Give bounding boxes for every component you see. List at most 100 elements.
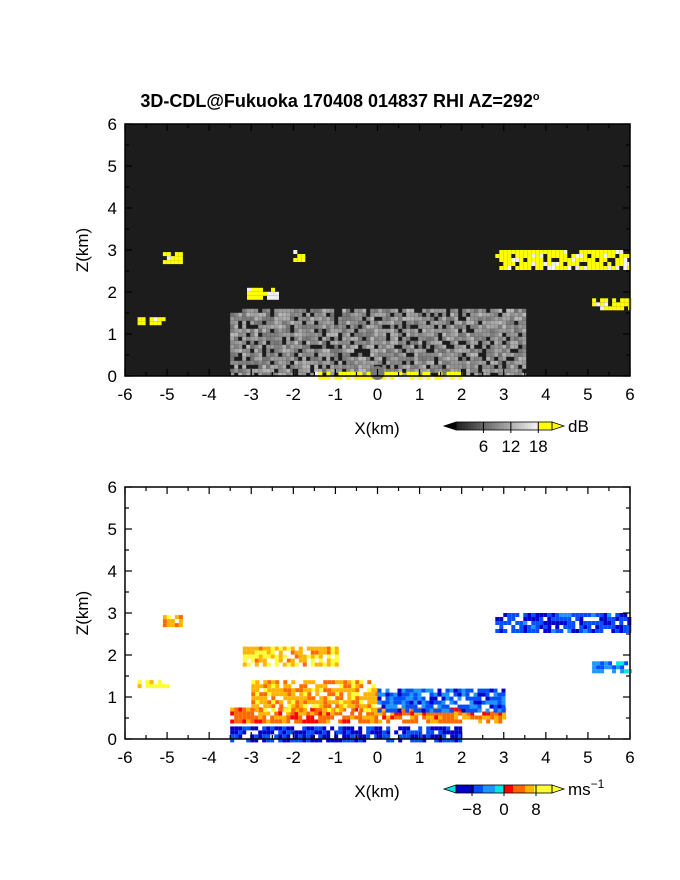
reflectivity-cell — [422, 316, 427, 321]
reflectivity-cell — [346, 360, 351, 365]
reflectivity-cell — [599, 250, 604, 254]
reflectivity-cell — [486, 324, 491, 329]
reflectivity-cell — [334, 356, 339, 361]
reflectivity-cell — [374, 336, 379, 341]
velocity-cell — [286, 662, 291, 667]
velocity-cell — [457, 692, 462, 697]
velocity-cell — [402, 730, 407, 735]
velocity-cell — [371, 688, 376, 693]
reflectivity-cell — [230, 332, 235, 337]
velocity-cell — [567, 625, 572, 629]
reflectivity-cell — [314, 371, 319, 376]
velocity-cell — [501, 692, 506, 697]
colorbar-segment — [486, 785, 490, 793]
colorbar-segment — [501, 785, 505, 793]
velocity-cell — [242, 719, 247, 724]
velocity-cell — [315, 708, 320, 713]
velocity-cell — [343, 680, 348, 685]
colorbar-segment — [465, 785, 469, 793]
reflectivity-cell — [474, 324, 479, 329]
velocity-cell — [242, 726, 247, 731]
reflectivity-cell — [466, 320, 471, 325]
reflectivity-cell — [170, 260, 175, 265]
reflectivity-cell — [378, 328, 383, 333]
velocity-cell — [347, 692, 352, 697]
reflectivity-cell — [394, 312, 399, 317]
velocity-cell — [230, 738, 235, 743]
velocity-cell — [355, 692, 360, 697]
reflectivity-cell — [274, 372, 279, 377]
reflectivity-cell — [302, 356, 307, 361]
reflectivity-cell — [402, 328, 407, 333]
velocity-cell — [583, 613, 588, 617]
velocity-cell — [263, 700, 268, 705]
velocity-cell — [347, 700, 352, 705]
reflectivity-cell — [434, 328, 439, 333]
reflectivity-cell — [446, 348, 451, 353]
reflectivity-cell — [434, 368, 439, 373]
velocity-cell — [307, 688, 312, 693]
reflectivity-cell — [551, 262, 556, 266]
reflectivity-cell — [486, 348, 491, 353]
reflectivity-cell — [386, 316, 391, 321]
reflectivity-cell — [394, 368, 399, 373]
reflectivity-cell — [330, 360, 335, 365]
reflectivity-cell — [514, 364, 519, 369]
reflectivity-cell — [474, 336, 479, 341]
velocity-cell — [290, 658, 295, 663]
velocity-cell — [266, 650, 271, 655]
velocity-cell — [283, 708, 288, 713]
velocity-cell — [567, 629, 572, 633]
reflectivity-cell — [450, 328, 455, 333]
colorbar-segment — [528, 422, 532, 430]
reflectivity-cell — [326, 320, 331, 325]
velocity-cell — [358, 711, 363, 716]
velocity-cell — [270, 654, 275, 659]
colorbar-segment — [522, 422, 526, 430]
reflectivity-cell — [430, 316, 435, 321]
reflectivity-cell — [230, 360, 235, 365]
velocity-cell — [397, 692, 402, 697]
reflectivity-cell — [267, 295, 271, 300]
reflectivity-cell — [539, 254, 544, 258]
velocity-cell — [413, 700, 418, 705]
reflectivity-cell — [370, 312, 375, 317]
velocity-cell — [414, 730, 419, 735]
reflectivity-cell — [362, 332, 367, 337]
reflectivity-cell — [406, 364, 411, 369]
velocity-cell — [371, 684, 376, 689]
colorbar-tick-label: 12 — [501, 437, 520, 456]
colorbar-segment — [483, 422, 487, 430]
reflectivity-cell — [258, 336, 263, 341]
reflectivity-cell — [390, 340, 395, 345]
reflectivity-cell — [157, 321, 162, 326]
velocity-cell — [262, 662, 267, 667]
reflectivity-cell — [230, 312, 235, 317]
reflectivity-cell — [514, 332, 519, 337]
velocity-cell — [394, 730, 399, 735]
reflectivity-cell — [382, 336, 387, 341]
velocity-cell — [454, 726, 459, 731]
reflectivity-cell — [624, 302, 629, 307]
reflectivity-cell — [426, 336, 431, 341]
reflectivity-cell — [250, 336, 255, 341]
reflectivity-cell — [342, 336, 347, 341]
reflectivity-cell — [242, 336, 247, 341]
velocity-cell — [591, 629, 596, 633]
reflectivity-cell — [470, 348, 475, 353]
reflectivity-cell — [342, 371, 347, 376]
velocity-cell — [326, 646, 331, 651]
colorbar-segment — [546, 422, 550, 430]
velocity-cell — [571, 625, 576, 629]
velocity-cell — [170, 619, 175, 624]
reflectivity-cell — [482, 336, 487, 341]
velocity-cell — [374, 730, 379, 735]
reflectivity-cell — [322, 324, 327, 329]
velocity-cell — [575, 629, 580, 633]
reflectivity-cell — [499, 254, 504, 258]
velocity-cell — [394, 715, 399, 720]
velocity-cell — [591, 613, 596, 617]
reflectivity-cell — [242, 332, 247, 337]
reflectivity-cell — [518, 320, 523, 325]
reflectivity-cell — [262, 312, 267, 317]
